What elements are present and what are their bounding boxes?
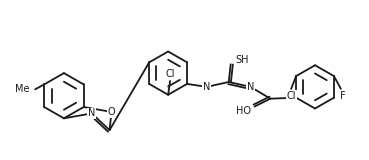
Text: N: N [203, 82, 211, 92]
Text: SH: SH [236, 55, 249, 65]
Text: Cl: Cl [165, 69, 175, 79]
Text: N: N [247, 82, 254, 92]
Text: Me: Me [15, 84, 29, 94]
Text: O: O [108, 107, 115, 117]
Text: HO: HO [235, 106, 251, 116]
Text: Cl: Cl [286, 91, 296, 101]
Text: F: F [340, 91, 346, 101]
Text: N: N [88, 108, 96, 118]
